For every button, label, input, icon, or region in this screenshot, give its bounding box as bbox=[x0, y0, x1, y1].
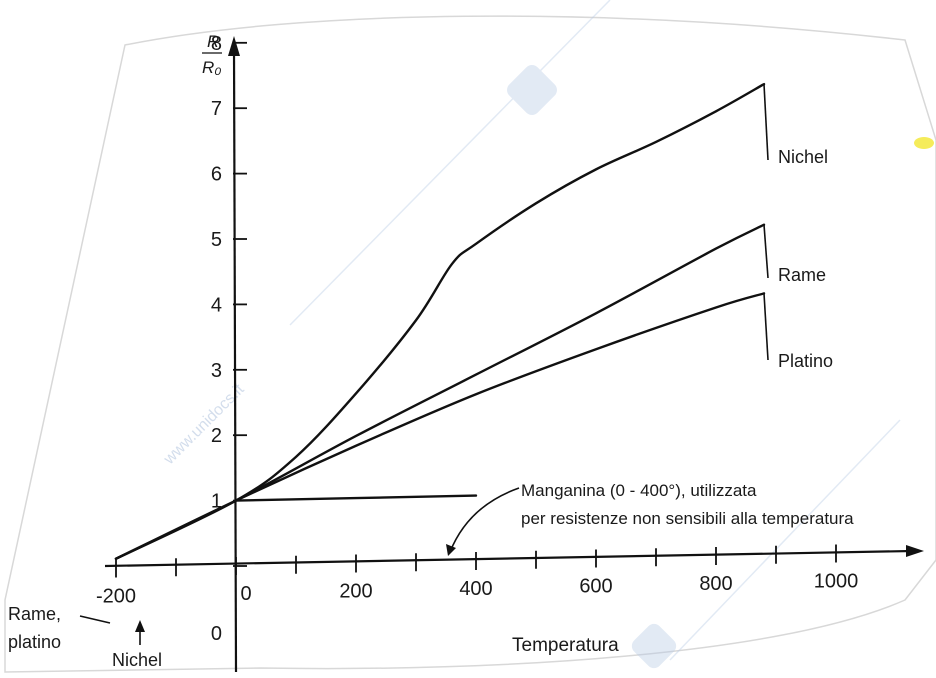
annotation-rame-platino-1: Rame, bbox=[8, 604, 61, 624]
y-axis-label-denominator: R₀ bbox=[202, 58, 221, 77]
y-tick-label: 0 bbox=[211, 623, 222, 645]
y-axis-label: R R₀ bbox=[202, 32, 222, 77]
annotation-nichel-arrowhead-icon bbox=[135, 620, 145, 632]
y-axis-arrow-icon bbox=[228, 36, 240, 56]
x-tick-label: 0 bbox=[240, 583, 251, 605]
x-tick-label: 1000 bbox=[814, 571, 859, 593]
leader-line-nichel bbox=[763, 84, 769, 161]
series-label-nichel: Nichel bbox=[778, 147, 828, 167]
y-tick-label: 8 bbox=[211, 33, 222, 55]
y-axis-label-numerator: R bbox=[207, 32, 219, 51]
x-tick-label: 200 bbox=[339, 581, 372, 603]
x-axis-arrow-icon bbox=[906, 545, 924, 557]
y-tick-label: 6 bbox=[211, 164, 222, 186]
watermark-decoration bbox=[289, 0, 901, 669]
x-tick-label: 400 bbox=[459, 578, 492, 600]
x-axis bbox=[104, 545, 924, 568]
series-label-rame: Rame bbox=[778, 265, 826, 285]
x-tick-label: 600 bbox=[579, 576, 612, 598]
annotation-manganina-arrow bbox=[449, 487, 520, 553]
highlight-marker bbox=[914, 137, 934, 149]
x-ticks: -200 0 200 400 600 800 1000 bbox=[96, 544, 859, 608]
y-tick-label: 4 bbox=[211, 294, 222, 316]
x-tick-label: -200 bbox=[96, 586, 136, 608]
y-tick-label: 3 bbox=[211, 360, 222, 382]
annotation-manganina-2: per resistenze non sensibili alla temper… bbox=[521, 509, 854, 528]
annotation-rame-platino-2: platino bbox=[8, 632, 61, 652]
series-label-platino: Platino bbox=[778, 351, 833, 371]
y-tick-label: 2 bbox=[211, 425, 222, 447]
x-tick-label: 800 bbox=[699, 573, 732, 595]
annotation-manganina-1: Manganina (0 - 400°), utilizzata bbox=[521, 481, 757, 500]
y-ticks: 0 1 2 3 4 5 6 7 8 bbox=[211, 33, 247, 645]
y-axis bbox=[228, 36, 240, 673]
series-line-manganina bbox=[234, 494, 478, 502]
series-group bbox=[114, 82, 769, 560]
y-tick-label: 1 bbox=[211, 491, 222, 513]
y-tick-label: 7 bbox=[211, 98, 222, 120]
x-axis-title: Temperatura bbox=[512, 635, 619, 656]
annotation-manganina-arrowhead-icon bbox=[446, 544, 456, 556]
paper-outline bbox=[4, 15, 936, 673]
series-line-nichel bbox=[114, 82, 766, 560]
annotation-nichel-low: Nichel bbox=[112, 650, 162, 670]
annotation-rame-platino-arrow bbox=[79, 615, 111, 624]
leader-line-platino bbox=[763, 293, 769, 361]
leader-line-rame bbox=[763, 224, 769, 279]
y-tick-label: 5 bbox=[211, 229, 222, 251]
